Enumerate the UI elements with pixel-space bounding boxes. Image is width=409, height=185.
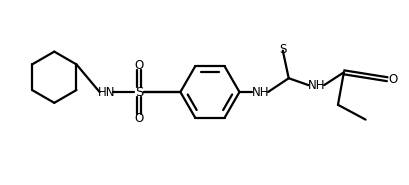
Text: O: O [389, 73, 398, 86]
Text: HN: HN [98, 85, 115, 98]
Text: S: S [135, 85, 143, 98]
Text: S: S [279, 43, 286, 56]
Text: O: O [135, 112, 144, 125]
Text: NH: NH [308, 79, 325, 92]
Text: NH: NH [252, 85, 269, 98]
Text: O: O [135, 59, 144, 72]
